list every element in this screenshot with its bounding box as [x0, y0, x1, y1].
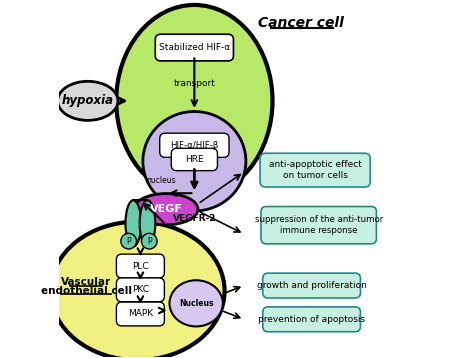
- Text: suppression of the anti-tumor
immune response: suppression of the anti-tumor immune res…: [255, 216, 383, 235]
- Ellipse shape: [134, 194, 198, 225]
- Text: Nucleus: Nucleus: [179, 299, 213, 308]
- Text: anti-apoptotic effect
on tumor cells: anti-apoptotic effect on tumor cells: [269, 160, 362, 180]
- Text: Vascular: Vascular: [61, 277, 111, 287]
- Ellipse shape: [141, 233, 157, 249]
- FancyBboxPatch shape: [171, 148, 218, 171]
- Ellipse shape: [143, 111, 246, 211]
- FancyBboxPatch shape: [261, 207, 376, 244]
- FancyBboxPatch shape: [263, 273, 360, 298]
- Text: HRE: HRE: [185, 155, 204, 164]
- Text: P: P: [127, 237, 131, 246]
- Text: P: P: [147, 237, 152, 246]
- Text: VEGFR-2: VEGFR-2: [173, 214, 217, 223]
- Text: prevention of apoptosis: prevention of apoptosis: [258, 315, 365, 324]
- FancyBboxPatch shape: [160, 133, 229, 157]
- FancyBboxPatch shape: [117, 278, 164, 302]
- Ellipse shape: [121, 233, 137, 249]
- FancyBboxPatch shape: [155, 34, 234, 61]
- Text: growth and proliferation: growth and proliferation: [256, 281, 366, 290]
- Text: Stabilized HIF-α: Stabilized HIF-α: [159, 43, 230, 52]
- Ellipse shape: [170, 280, 223, 326]
- Text: MAPK: MAPK: [128, 309, 153, 319]
- Text: hypoxia: hypoxia: [62, 95, 114, 107]
- Text: PKC: PKC: [132, 285, 149, 294]
- Text: HIF-α/HIF-β: HIF-α/HIF-β: [170, 141, 219, 150]
- Ellipse shape: [126, 200, 141, 247]
- Text: nucleus: nucleus: [146, 176, 175, 185]
- FancyBboxPatch shape: [117, 254, 164, 278]
- Ellipse shape: [51, 222, 225, 358]
- Ellipse shape: [140, 200, 155, 247]
- Text: PLC: PLC: [132, 262, 149, 271]
- FancyBboxPatch shape: [260, 153, 370, 187]
- Ellipse shape: [116, 5, 273, 197]
- FancyBboxPatch shape: [263, 307, 360, 332]
- Ellipse shape: [58, 81, 118, 120]
- Text: transport: transport: [173, 79, 215, 88]
- Text: VEGF: VEGF: [149, 204, 182, 214]
- FancyBboxPatch shape: [117, 302, 164, 326]
- Text: endothelial cell: endothelial cell: [41, 286, 131, 296]
- Text: Cancer cell: Cancer cell: [258, 16, 344, 30]
